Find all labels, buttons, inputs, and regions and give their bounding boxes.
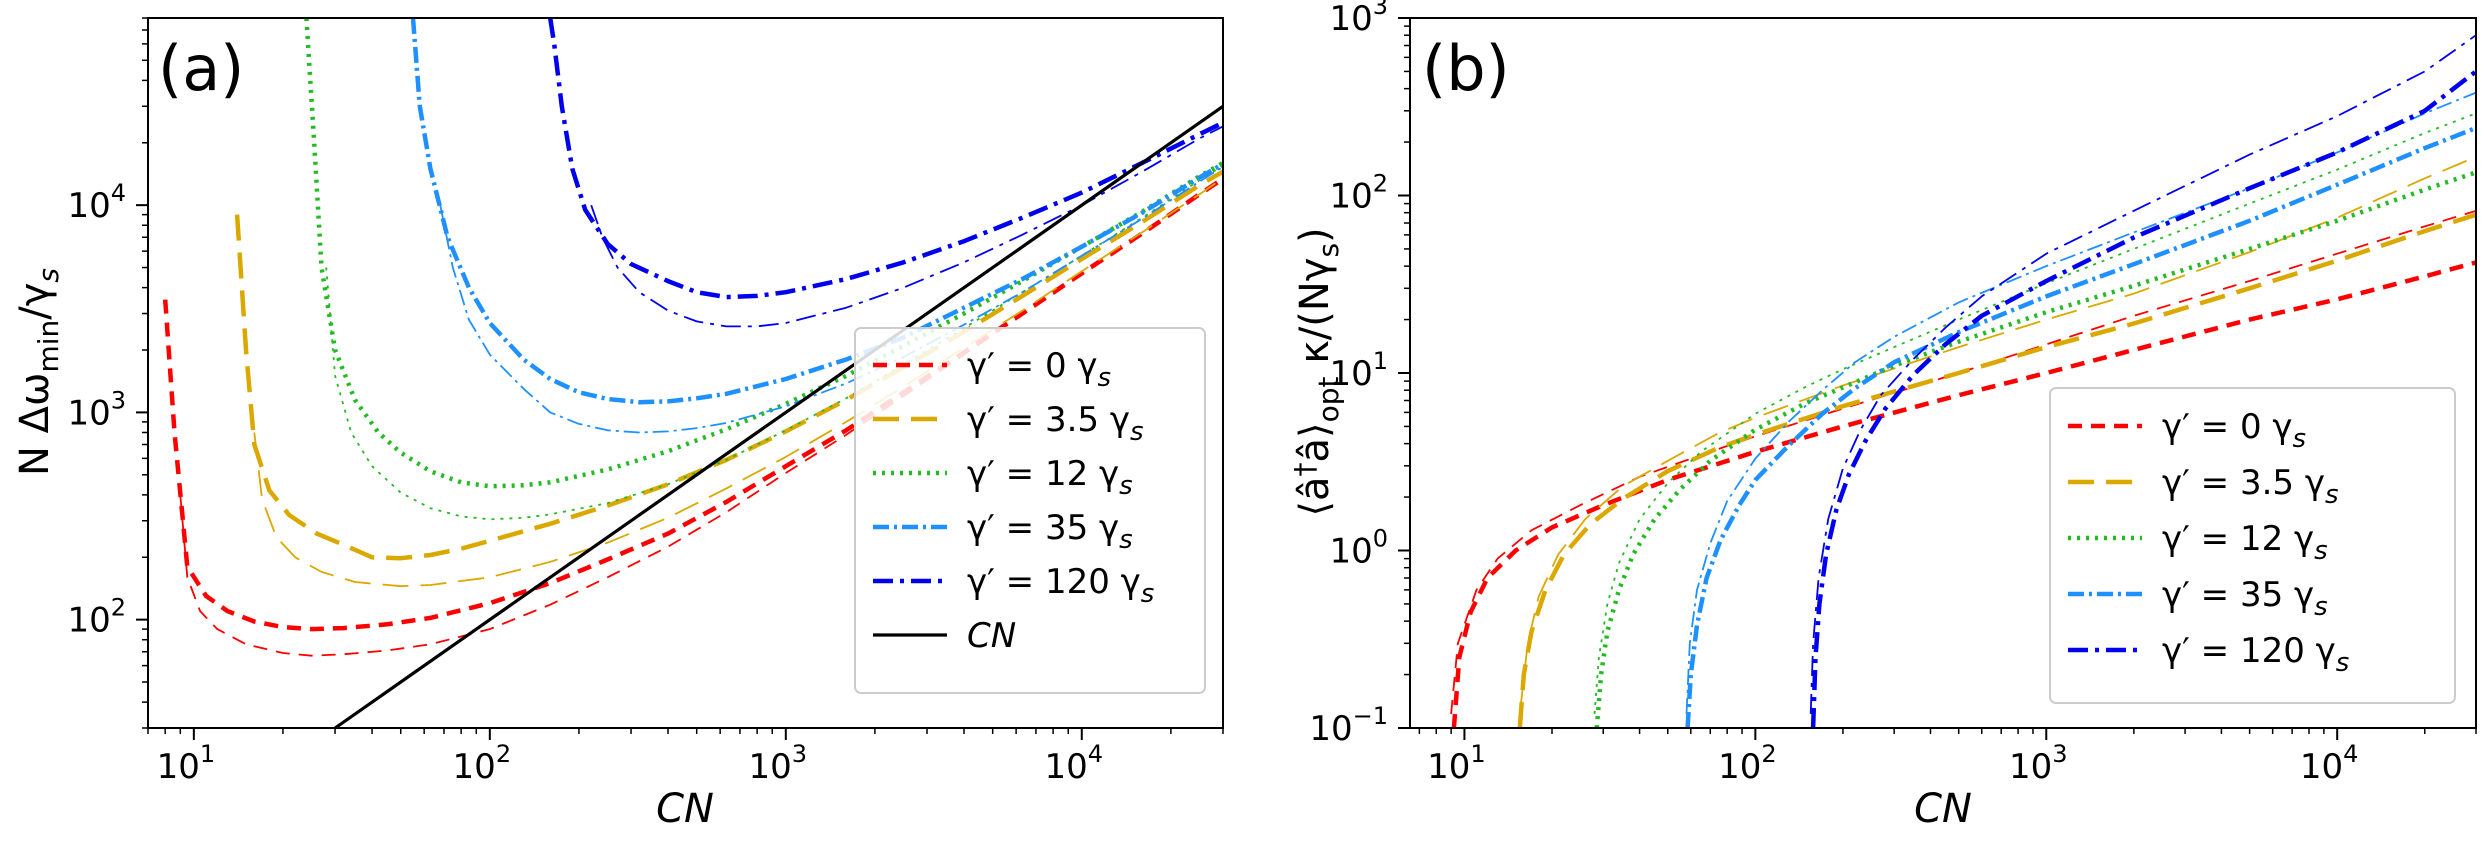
legend-label: γ′ = 12 γs [2162,519,2328,566]
x-tick-label: 103 [749,740,808,787]
series-b-2-thin [1593,112,2476,714]
panel-b-series-group [1450,34,2476,728]
series-a-2-thick [304,18,1223,489]
legend-label: γ′ = 3.5 γs [2162,463,2339,510]
legend-label: γ′ = 0 γs [2162,407,2306,454]
legend-label: γ′ = 0 γs [967,346,1111,393]
y-tick-label: 103 [67,386,126,433]
series-a-1-thin [253,177,1223,588]
x-tick-label: 103 [2009,740,2068,787]
panel-b-xlabel: CN [1914,786,1972,832]
legend-label: γ′ = 3.5 γs [967,400,1144,447]
y-tick-label: 100 [1329,525,1388,572]
series-a-2-thin [325,164,1223,521]
series-a-3-thick [410,18,1223,405]
legend-box [2049,387,2456,704]
panel-a-frame [147,17,1224,729]
panel-a-ticks: 101 102 103 104 102 103 104 [67,17,1224,787]
panel-b-ticks: 101 102 103 104 10−1 100 101 102 103 [1309,0,2477,787]
panel-b: 101 102 103 104 10−1 100 101 102 103 (b) CN ⟨â†â… [1288,0,2477,832]
legend-label: γ′ = 120 γs [2162,631,2349,678]
x-tick-label: 101 [157,740,216,787]
y-tick-label: 103 [1329,0,1388,39]
series-b-1-thin [1518,156,2476,715]
series-a-4-thick [547,18,1223,300]
panel-a-label: (a) [158,32,244,105]
series-a-1-thick [234,169,1223,561]
series-a-5-thick [334,104,1223,728]
y-tick-label: 102 [67,594,126,641]
x-tick-label: 104 [1045,740,1104,787]
panel-b-legend: γ′ = 0 γs γ′ = 3.5 γs γ′ = 12 γs γ′ = 35 γs… [2049,387,2456,704]
series-a-0-thick [162,176,1223,632]
series-a-3-thin [439,166,1223,434]
x-tick-label: 101 [1427,740,1486,787]
y-tick-label: 102 [1329,170,1388,217]
x-tick-label: 104 [2300,740,2359,787]
x-tick-label: 102 [1718,740,1777,787]
x-tick-label: 102 [453,740,512,787]
series-b-3-thick [1685,125,2476,728]
y-tick-label: 104 [67,179,126,226]
series-b-0-thick [1451,260,2476,728]
series-b-4-thick [1810,69,2476,728]
legend-label: γ′ = 35 γs [967,508,1133,555]
series-b-2-thick [1594,170,2476,728]
y-tick-label: 101 [1329,347,1388,394]
series-b-3-thin [1685,91,2476,714]
panel-a-series-group [162,18,1223,728]
panel-b-label: (b) [1422,32,1510,105]
panel-a-legend: γ′ = 0 γs γ′ = 3.5 γs γ′ = 12 γs γ′ = 35 γs… [854,327,1206,694]
legend-label: γ′ = 120 γs [967,562,1154,609]
legend-box [854,327,1206,694]
series-a-0-thin [179,178,1223,657]
legend-label: γ′ = 35 γs [2162,575,2328,622]
legend-label: γ′ = 12 γs [967,454,1133,501]
series-b-4-thin [1809,34,2476,714]
panel-a-xlabel: CN [656,786,714,832]
series-b-0-thin [1450,209,2476,714]
panel-a-ylabel: N Δωmin/γs [12,268,65,476]
legend-label: CN [967,616,1016,656]
y-tick-label: 10−1 [1309,702,1388,749]
series-a-4-thin [590,125,1223,328]
panel-b-ylabel: ⟨â†â⟩opt κ/(Nγs) [1288,227,1345,516]
